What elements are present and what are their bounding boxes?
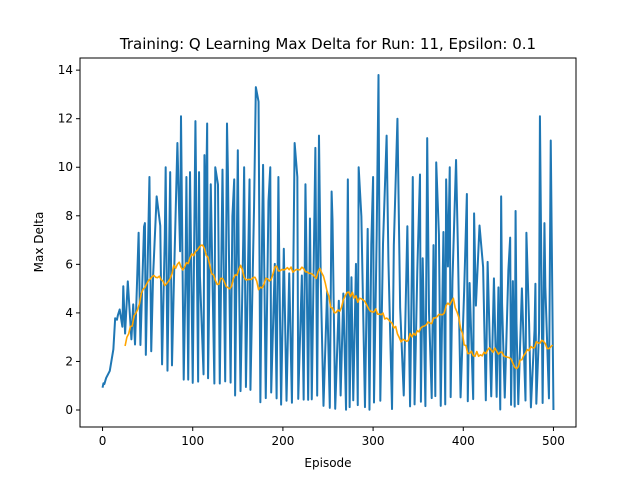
x-tick-label: 100 [181, 434, 204, 448]
y-tick-label: 14 [58, 63, 73, 77]
y-tick-label: 2 [65, 354, 73, 368]
series-line-raw [101, 73, 555, 411]
y-tick-label: 6 [65, 257, 73, 271]
y-tick-label: 0 [65, 403, 73, 417]
series-line-smoothed [124, 244, 554, 370]
y-axis-ticks: 0 2 4 6 8 10 12 14 [58, 63, 80, 417]
x-axis-label: Episode [304, 456, 351, 470]
plot-area [101, 73, 555, 411]
y-tick-label: 4 [65, 306, 73, 320]
x-tick-label: 300 [362, 434, 385, 448]
chart-title: Training: Q Learning Max Delta for Run: … [119, 35, 536, 53]
axes-frame [79, 57, 577, 428]
x-tick-label: 200 [271, 434, 294, 448]
x-axis-ticks: 0 100 200 300 400 500 [99, 427, 565, 448]
y-tick-label: 12 [58, 112, 73, 126]
x-tick-label: 500 [542, 434, 565, 448]
y-axis-label: Max Delta [32, 212, 46, 273]
y-tick-label: 10 [58, 160, 73, 174]
y-tick-label: 8 [65, 209, 73, 223]
x-tick-label: 0 [99, 434, 107, 448]
x-tick-label: 400 [452, 434, 475, 448]
